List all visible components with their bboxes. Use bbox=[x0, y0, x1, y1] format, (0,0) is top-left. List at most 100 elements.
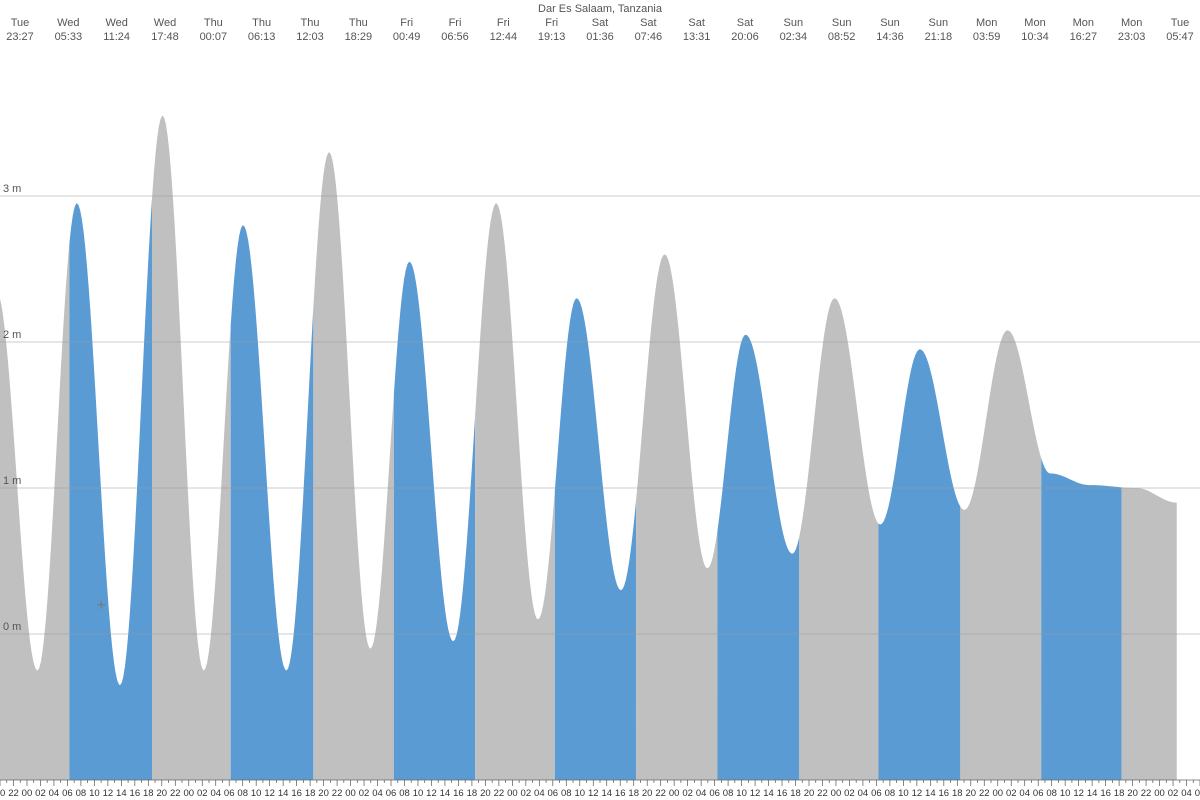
header-day: Sat bbox=[737, 17, 754, 29]
header-time: 21:18 bbox=[925, 31, 953, 43]
tide-area-day bbox=[718, 335, 800, 780]
header-day: Mon bbox=[1073, 17, 1094, 29]
x-axis-label: 12 bbox=[750, 788, 761, 799]
tide-area-day bbox=[231, 225, 314, 780]
x-axis-label: 00 bbox=[183, 788, 194, 799]
x-axis-label: 04 bbox=[1019, 788, 1030, 799]
x-axis-label: 20 bbox=[804, 788, 815, 799]
header-time: 05:47 bbox=[1166, 31, 1194, 43]
x-axis-label: 02 bbox=[35, 788, 46, 799]
x-axis-label: 08 bbox=[885, 788, 896, 799]
header-time: 06:13 bbox=[248, 31, 276, 43]
tide-area-night bbox=[960, 330, 1041, 780]
x-axis-label: 02 bbox=[1168, 788, 1179, 799]
x-axis-label: 22 bbox=[655, 788, 666, 799]
x-axis-label: 18 bbox=[305, 788, 316, 799]
header-day: Mon bbox=[1121, 17, 1142, 29]
y-axis-label: 1 m bbox=[3, 475, 21, 487]
header-day: Fri bbox=[545, 17, 558, 29]
x-axis-label: 22 bbox=[979, 788, 990, 799]
header-time: 16:27 bbox=[1070, 31, 1098, 43]
x-axis-label: 04 bbox=[372, 788, 383, 799]
header-day: Fri bbox=[400, 17, 413, 29]
tide-area-day bbox=[1041, 458, 1121, 780]
x-axis-label: 02 bbox=[844, 788, 855, 799]
x-axis-label: 02 bbox=[1006, 788, 1017, 799]
x-axis-label: 00 bbox=[831, 788, 842, 799]
x-axis-label: 20 bbox=[480, 788, 491, 799]
x-axis-label: 02 bbox=[197, 788, 208, 799]
x-axis-label: 10 bbox=[89, 788, 100, 799]
header-time: 08:52 bbox=[828, 31, 856, 43]
x-axis-label: 12 bbox=[103, 788, 114, 799]
x-axis-label: 16 bbox=[939, 788, 950, 799]
header-time: 01:36 bbox=[586, 31, 614, 43]
x-axis-label: 18 bbox=[628, 788, 639, 799]
header-time: 13:31 bbox=[683, 31, 711, 43]
x-axis-label: 20 bbox=[318, 788, 329, 799]
x-axis-label: 16 bbox=[615, 788, 626, 799]
header-day: Sun bbox=[784, 17, 804, 29]
x-axis-label: 20 bbox=[157, 788, 168, 799]
header-day: Tue bbox=[1171, 17, 1190, 29]
x-axis-label: 00 bbox=[992, 788, 1003, 799]
x-axis-label: 14 bbox=[278, 788, 289, 799]
header-time: 10:34 bbox=[1021, 31, 1049, 43]
x-axis-label: 22 bbox=[170, 788, 181, 799]
x-axis-label: 00 bbox=[345, 788, 356, 799]
x-axis-label: 08 bbox=[399, 788, 410, 799]
x-axis-label: 10 bbox=[1060, 788, 1071, 799]
header-time: 11:24 bbox=[103, 31, 130, 43]
header-day: Sat bbox=[640, 17, 657, 29]
x-axis-label: 18 bbox=[143, 788, 154, 799]
x-axis-label: 18 bbox=[467, 788, 478, 799]
tide-area-night bbox=[1122, 487, 1177, 780]
x-axis-label: 02 bbox=[682, 788, 693, 799]
x-axis-label: 04 bbox=[696, 788, 707, 799]
x-axis-label: 12 bbox=[588, 788, 599, 799]
tide-area-night bbox=[799, 298, 878, 780]
x-axis-label: 04 bbox=[534, 788, 545, 799]
x-axis-label: 10 bbox=[736, 788, 747, 799]
x-axis-label: 00 bbox=[507, 788, 518, 799]
tide-chart: 0 m1 m2 m3 m2022000204060810121416182022… bbox=[0, 0, 1200, 800]
header-day: Sun bbox=[880, 17, 900, 29]
x-axis-label: 16 bbox=[130, 788, 141, 799]
x-axis-label: 14 bbox=[763, 788, 774, 799]
header-day: Tue bbox=[11, 17, 30, 29]
x-axis-label: 16 bbox=[453, 788, 464, 799]
x-axis-label: 04 bbox=[210, 788, 221, 799]
header-time: 18:29 bbox=[345, 31, 373, 43]
x-axis-label: 04 bbox=[858, 788, 869, 799]
tide-area-night bbox=[475, 203, 555, 780]
x-axis-label: 06 bbox=[386, 788, 397, 799]
header-time: 03:59 bbox=[973, 31, 1001, 43]
x-axis-label: 06 bbox=[224, 788, 235, 799]
header-time: 17:48 bbox=[151, 31, 179, 43]
x-axis-label: 10 bbox=[574, 788, 585, 799]
tide-area-day bbox=[69, 198, 152, 780]
x-axis-label: 00 bbox=[1154, 788, 1165, 799]
header-day: Wed bbox=[154, 17, 176, 29]
x-axis-label: 14 bbox=[1087, 788, 1098, 799]
x-axis-label: 00 bbox=[669, 788, 680, 799]
x-axis-label: 08 bbox=[237, 788, 248, 799]
header-day: Mon bbox=[1024, 17, 1045, 29]
x-axis-label: 12 bbox=[1073, 788, 1084, 799]
y-axis-label: 3 m bbox=[3, 183, 21, 195]
tide-area-night bbox=[636, 254, 717, 780]
header-day: Sat bbox=[592, 17, 609, 29]
x-axis-label: 06 bbox=[1195, 788, 1200, 799]
x-axis-label: 16 bbox=[1100, 788, 1111, 799]
header-time: 00:07 bbox=[200, 31, 228, 43]
x-axis-label: 04 bbox=[1181, 788, 1192, 799]
header-day: Sun bbox=[832, 17, 852, 29]
x-axis-label: 06 bbox=[709, 788, 720, 799]
tide-area-day bbox=[394, 262, 475, 780]
x-axis-label: 02 bbox=[521, 788, 532, 799]
x-axis-label: 12 bbox=[264, 788, 275, 799]
x-axis-label: 08 bbox=[76, 788, 87, 799]
x-axis-label: 10 bbox=[898, 788, 909, 799]
header-day: Thu bbox=[252, 17, 271, 29]
x-axis-label: 14 bbox=[601, 788, 612, 799]
